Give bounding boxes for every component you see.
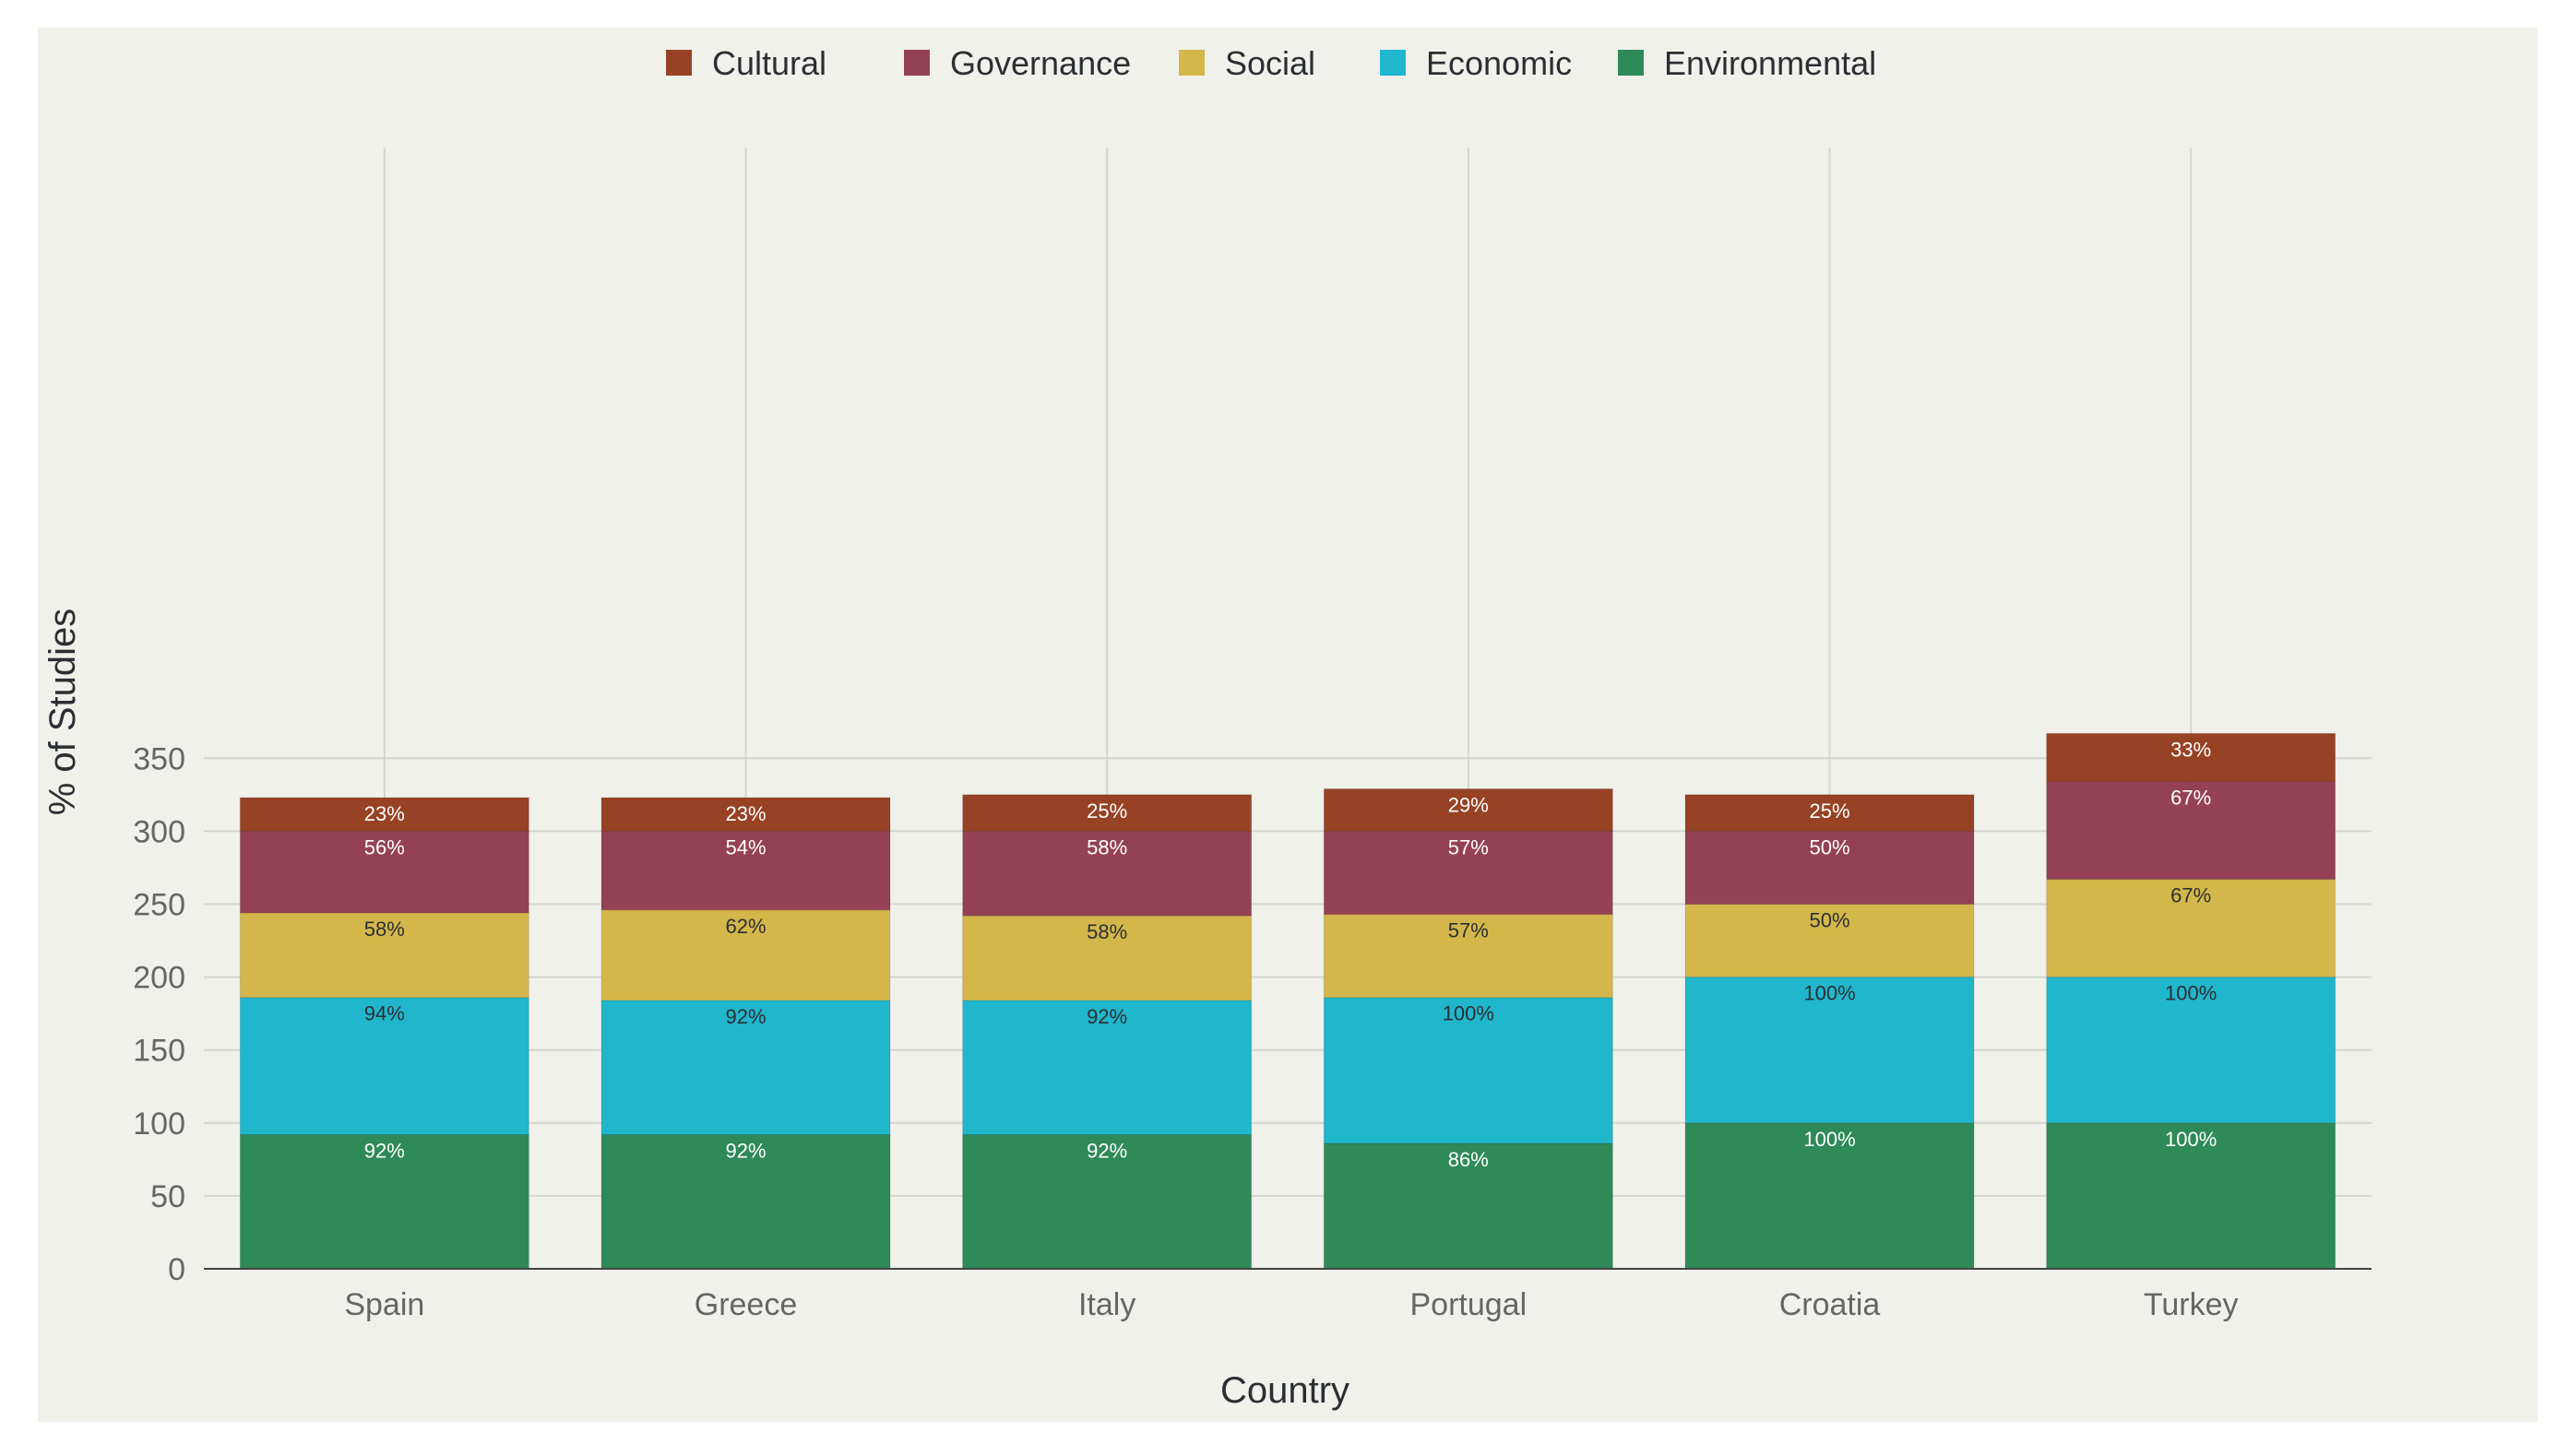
data-labels-layer: 92% 94% 58% 56% 23% 92% 92% 62% 54% 23% 92% 92% 58% 5… [364, 738, 2217, 1171]
x-axis-title: Country [1220, 1370, 1349, 1411]
data-label: 100% [1803, 982, 1855, 1005]
legend-swatch-governance [904, 50, 930, 76]
data-label: 50% [1809, 835, 1849, 858]
data-label: 86% [1448, 1148, 1489, 1171]
data-label: 100% [1443, 1002, 1494, 1025]
y-tick-label: 350 [133, 741, 185, 776]
data-label: 100% [1803, 1128, 1855, 1151]
data-label: 58% [1087, 835, 1127, 858]
data-label: 62% [725, 915, 766, 938]
legend-swatch-environmental [1618, 50, 1644, 76]
bar-segment-environmental [1684, 1122, 1975, 1270]
data-label: 23% [725, 802, 766, 825]
bar-segment-cultural [962, 794, 1253, 832]
bar-segment-governance [1684, 830, 1975, 906]
y-tick-label: 100 [133, 1107, 185, 1142]
stacked-bar-chart: 92% 94% 58% 56% 23% 92% 92% 62% 54% 23% 92% 92% 58% 5… [42, 44, 2372, 1411]
data-label: 57% [1448, 919, 1489, 942]
x-tick-label: Greece [695, 1287, 798, 1322]
data-label: 92% [725, 1139, 766, 1162]
x-tick-label: Croatia [1779, 1287, 1881, 1322]
bar-segment-social [239, 912, 529, 999]
data-label: 56% [364, 835, 405, 858]
data-label: 92% [725, 1005, 766, 1028]
bar-segment-cultural [1323, 788, 1613, 832]
x-tick-label: Italy [1078, 1287, 1135, 1322]
legend-label: Cultural [712, 44, 826, 82]
bar-segment-cultural [1684, 794, 1975, 832]
data-label: 100% [2165, 1128, 2217, 1151]
data-label: 92% [364, 1139, 405, 1162]
bar-segment-cultural [600, 797, 891, 832]
bar-segment-economic [2046, 977, 2336, 1124]
data-label: 67% [2170, 787, 2211, 810]
y-tick-label: 200 [133, 961, 185, 996]
data-label: 94% [364, 1002, 405, 1025]
data-label: 50% [1809, 909, 1849, 932]
bar-segment-social [600, 909, 891, 1001]
bar-segment-social [2046, 879, 2336, 978]
data-label: 33% [2170, 738, 2211, 761]
y-axis-title: % of Studies [42, 609, 83, 816]
chart-panel: 92% 94% 58% 56% 23% 92% 92% 62% 54% 23% 92% 92% 58% 5… [38, 28, 2538, 1422]
bar-segment-economic [1684, 977, 1975, 1124]
bar-segment-environmental [1323, 1142, 1613, 1270]
y-tick-label: 300 [133, 814, 185, 849]
bar-segment-social [962, 915, 1253, 1001]
bar-segment-governance [962, 830, 1253, 917]
legend-swatch-economic [1380, 50, 1406, 76]
bar-segment-cultural [239, 797, 529, 832]
data-label: 58% [364, 917, 405, 941]
bar-segment-governance [2046, 781, 2336, 881]
y-axis-ticks: 0 50 100 150 200 250 300 350 [133, 741, 185, 1287]
data-label: 23% [364, 802, 405, 825]
legend-swatch-social [1179, 50, 1205, 76]
legend-label: Governance [950, 44, 1131, 82]
y-tick-label: 0 [168, 1252, 185, 1287]
data-label: 92% [1087, 1139, 1127, 1162]
x-axis-ticks: Spain Greece Italy Portugal Croatia Turkey [344, 1287, 2238, 1322]
bar-segment-governance [600, 830, 891, 911]
data-label: 92% [1087, 1005, 1127, 1028]
bar-segment-social [1684, 904, 1975, 978]
data-label: 57% [1448, 835, 1489, 858]
bar-segment-cultural [2046, 732, 2336, 783]
y-tick-label: 50 [150, 1179, 185, 1214]
data-label: 54% [725, 835, 766, 858]
data-label: 58% [1087, 920, 1127, 943]
x-tick-label: Turkey [2144, 1287, 2239, 1322]
data-label: 29% [1448, 794, 1489, 817]
x-tick-label: Spain [344, 1287, 424, 1322]
bar-segment-governance [239, 830, 529, 914]
bar-segment-economic [600, 1000, 891, 1135]
bar-segment-economic [239, 997, 529, 1135]
x-tick-label: Portugal [1410, 1287, 1528, 1322]
y-tick-label: 150 [133, 1034, 185, 1069]
legend-swatch-cultural [666, 50, 692, 76]
data-label: 25% [1809, 799, 1849, 823]
bar-segment-environmental [2046, 1122, 2336, 1270]
bar-segment-social [1323, 914, 1613, 999]
legend: Cultural Governance Social Economic Environm… [666, 44, 1876, 82]
data-label: 100% [2165, 982, 2217, 1005]
bars-layer [239, 732, 2336, 1270]
bar-segment-economic [1323, 997, 1613, 1144]
legend-label: Economic [1426, 44, 1572, 82]
data-label: 67% [2170, 884, 2211, 907]
legend-label: Environmental [1664, 44, 1876, 82]
legend-label: Social [1225, 44, 1315, 82]
data-label: 25% [1087, 799, 1127, 823]
bar-segment-environmental [239, 1133, 529, 1270]
bar-segment-governance [1323, 830, 1613, 916]
bar-segment-economic [962, 1000, 1253, 1135]
y-tick-label: 250 [133, 888, 185, 923]
